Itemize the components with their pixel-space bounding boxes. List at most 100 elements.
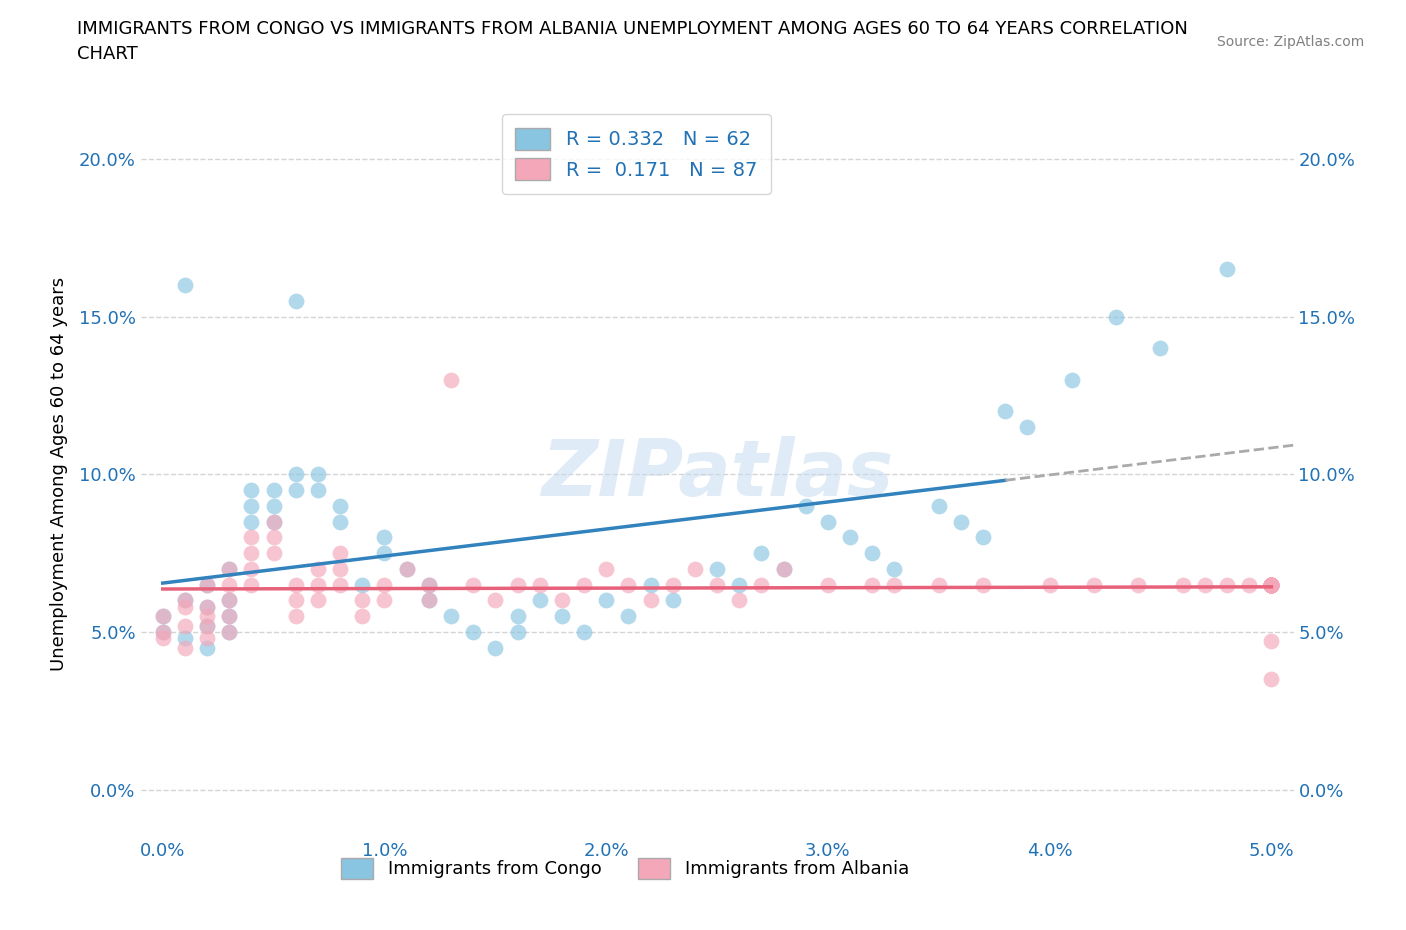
Point xyxy=(640,593,662,608)
Point xyxy=(307,483,329,498)
Point xyxy=(928,498,950,513)
Point xyxy=(1260,634,1282,649)
Point xyxy=(1260,578,1282,592)
Point xyxy=(1260,578,1282,592)
Point xyxy=(352,593,374,608)
Point xyxy=(463,625,485,640)
Point xyxy=(263,546,285,561)
Point xyxy=(174,631,197,645)
Text: ZIPatlas: ZIPatlas xyxy=(541,436,893,512)
Point xyxy=(640,578,662,592)
Point xyxy=(352,609,374,624)
Point xyxy=(195,618,218,633)
Point xyxy=(661,578,683,592)
Point xyxy=(329,578,352,592)
Point xyxy=(329,562,352,577)
Point xyxy=(706,578,728,592)
Point xyxy=(174,593,197,608)
Point xyxy=(506,578,529,592)
Point xyxy=(661,593,683,608)
Point xyxy=(373,593,395,608)
Point xyxy=(195,599,218,614)
Text: Source: ZipAtlas.com: Source: ZipAtlas.com xyxy=(1216,35,1364,49)
Point xyxy=(839,530,862,545)
Point xyxy=(195,578,218,592)
Point xyxy=(595,593,617,608)
Point xyxy=(1260,578,1282,592)
Point xyxy=(772,562,794,577)
Point xyxy=(728,593,751,608)
Point xyxy=(195,609,218,624)
Point xyxy=(972,530,994,545)
Point xyxy=(240,578,263,592)
Point xyxy=(307,562,329,577)
Point xyxy=(373,546,395,561)
Point xyxy=(617,578,640,592)
Point xyxy=(1039,578,1062,592)
Y-axis label: Unemployment Among Ages 60 to 64 years: Unemployment Among Ages 60 to 64 years xyxy=(49,277,67,671)
Point xyxy=(1083,578,1105,592)
Point xyxy=(484,641,506,656)
Point xyxy=(484,593,506,608)
Point xyxy=(1260,578,1282,592)
Point xyxy=(506,625,529,640)
Point xyxy=(284,578,307,592)
Point xyxy=(883,562,905,577)
Point xyxy=(1260,578,1282,592)
Point xyxy=(240,483,263,498)
Point xyxy=(751,578,773,592)
Point xyxy=(1260,578,1282,592)
Point xyxy=(218,593,240,608)
Point xyxy=(307,578,329,592)
Point xyxy=(263,514,285,529)
Point xyxy=(972,578,994,592)
Point xyxy=(329,514,352,529)
Point xyxy=(418,593,440,608)
Point xyxy=(174,618,197,633)
Point xyxy=(240,562,263,577)
Point xyxy=(418,578,440,592)
Point xyxy=(1260,578,1282,592)
Point xyxy=(263,498,285,513)
Point xyxy=(174,599,197,614)
Point xyxy=(373,578,395,592)
Point xyxy=(152,625,174,640)
Point xyxy=(195,599,218,614)
Point xyxy=(352,578,374,592)
Point xyxy=(263,483,285,498)
Point xyxy=(195,631,218,645)
Point xyxy=(440,372,463,387)
Point xyxy=(174,278,197,293)
Point xyxy=(152,631,174,645)
Point xyxy=(1260,578,1282,592)
Point xyxy=(572,625,595,640)
Point xyxy=(329,546,352,561)
Point xyxy=(1237,578,1260,592)
Point xyxy=(195,618,218,633)
Point xyxy=(218,625,240,640)
Point xyxy=(949,514,972,529)
Point xyxy=(152,609,174,624)
Point xyxy=(1260,578,1282,592)
Point xyxy=(240,530,263,545)
Point xyxy=(1260,578,1282,592)
Point xyxy=(794,498,817,513)
Point xyxy=(1216,578,1239,592)
Point xyxy=(1128,578,1150,592)
Point xyxy=(817,514,839,529)
Point xyxy=(218,593,240,608)
Point xyxy=(529,578,551,592)
Point xyxy=(551,593,574,608)
Point xyxy=(284,609,307,624)
Point xyxy=(683,562,706,577)
Point xyxy=(263,530,285,545)
Point xyxy=(817,578,839,592)
Point xyxy=(1260,578,1282,592)
Point xyxy=(572,578,595,592)
Point xyxy=(440,609,463,624)
Point xyxy=(174,641,197,656)
Point xyxy=(551,609,574,624)
Point xyxy=(1260,671,1282,686)
Point xyxy=(728,578,751,592)
Text: CHART: CHART xyxy=(77,45,138,62)
